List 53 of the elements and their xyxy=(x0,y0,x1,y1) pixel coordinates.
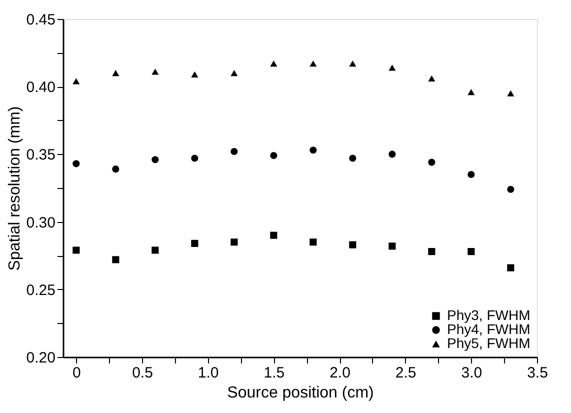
y-tick-label: 0.40 xyxy=(26,79,56,96)
point xyxy=(191,240,198,247)
point xyxy=(270,60,278,67)
point xyxy=(310,60,317,67)
point xyxy=(72,78,80,84)
point xyxy=(230,70,238,76)
x-tick-label: 1.0 xyxy=(198,364,219,382)
point xyxy=(468,88,475,96)
point xyxy=(428,158,436,166)
y-tick-label: 0.20 xyxy=(26,350,56,366)
x-tick-label: 1.5 xyxy=(264,364,285,382)
point xyxy=(112,256,120,264)
y-tick-label: 0.25 xyxy=(26,282,56,299)
point xyxy=(152,68,159,75)
point xyxy=(152,156,159,164)
x-tick-label: 3.5 xyxy=(527,364,548,382)
x-tick-label: 2.5 xyxy=(395,364,416,382)
point xyxy=(230,238,238,246)
point xyxy=(152,246,159,254)
x-tick-label: 0.5 xyxy=(132,364,153,382)
point xyxy=(349,241,356,248)
point xyxy=(230,148,238,156)
point xyxy=(349,154,356,162)
point xyxy=(468,248,475,256)
x-tick-label: 0 xyxy=(72,364,81,382)
point xyxy=(388,64,396,71)
point xyxy=(72,246,80,254)
x-tick-label: 2.0 xyxy=(330,364,350,382)
point xyxy=(191,154,198,162)
point xyxy=(428,75,436,82)
point xyxy=(270,232,278,239)
point xyxy=(388,150,396,158)
point xyxy=(468,170,475,178)
legend-label: Phy3, FWHM xyxy=(447,307,530,323)
point xyxy=(310,146,317,154)
point xyxy=(310,238,317,246)
y-tick-label: 0.30 xyxy=(26,214,56,232)
point xyxy=(388,242,396,250)
x-tick-label: 3.0 xyxy=(461,364,482,382)
x-axis-title: Source position (cm) xyxy=(227,384,374,402)
y-axis-title: Spatial resolution (mm) xyxy=(6,106,24,271)
point xyxy=(507,264,514,272)
point xyxy=(270,152,278,160)
point xyxy=(349,60,356,67)
point xyxy=(507,186,514,193)
y-tick-label: 0.35 xyxy=(26,146,56,164)
point xyxy=(507,90,514,96)
point xyxy=(112,70,120,76)
point xyxy=(428,248,436,256)
point xyxy=(72,160,80,168)
y-tick-label: 0.45 xyxy=(26,12,56,28)
point xyxy=(112,166,120,173)
point xyxy=(191,71,198,78)
